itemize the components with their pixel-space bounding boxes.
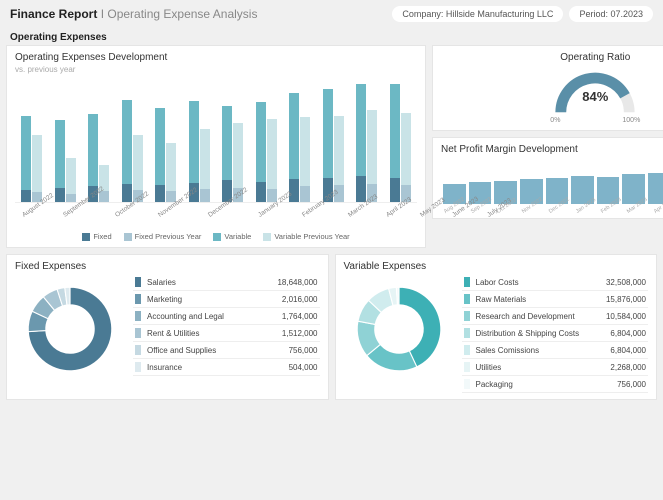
table-row: Insurance504,000: [133, 359, 320, 376]
opex-dev-xlabels: August 2022September 2022October 2022Nov…: [15, 205, 417, 212]
opex-dev-subtitle: vs. previous year: [15, 65, 417, 74]
variable-expenses-card: Variable Expenses Labor Costs32,508,000R…: [335, 254, 658, 400]
opex-dev-title: Operating Expenses Development: [15, 52, 417, 63]
net-profit-margin-title: Net Profit Margin Development: [441, 144, 663, 155]
table-row: Utilities2,268,000: [462, 359, 649, 376]
opex-dev-chart: [15, 78, 417, 203]
operating-ratio-card: Operating Ratio 84% 0% 100%: [432, 45, 663, 131]
page-title: Finance Report I Operating Expense Analy…: [10, 7, 257, 21]
table-row: Raw Materials15,876,000: [462, 291, 649, 308]
operating-ratio-title: Operating Ratio: [441, 52, 663, 63]
period-pill[interactable]: Period: 07.2023: [569, 6, 653, 22]
fixed-expenses-donut: [15, 274, 125, 384]
opex-development-card: Operating Expenses Development vs. previ…: [6, 45, 426, 248]
net-profit-xlabels: Aug 2022Sep 2022Oct 2022Nov 2022Dec 2022…: [441, 206, 663, 212]
table-row: Office and Supplies756,000: [133, 342, 320, 359]
title-strong: Finance Report: [10, 7, 97, 21]
company-pill[interactable]: Company: Hillside Manufacturing LLC: [392, 6, 563, 22]
table-row: Labor Costs32,508,000: [462, 274, 649, 291]
title-sep: I: [97, 7, 107, 21]
table-row: Distribution & Shipping Costs6,804,000: [462, 325, 649, 342]
header-filters: Company: Hillside Manufacturing LLC Peri…: [392, 6, 653, 22]
opex-dev-legend: FixedFixed Previous YearVariableVariable…: [15, 232, 417, 241]
operating-ratio-gauge: 84%: [550, 67, 640, 117]
gauge-max: 100%: [622, 117, 640, 124]
fixed-expenses-title: Fixed Expenses: [15, 261, 320, 272]
table-row: Packaging756,000: [462, 376, 649, 393]
table-row: Rent & Utilities1,512,000: [133, 325, 320, 342]
section-title: Operating Expenses: [0, 28, 663, 45]
table-row: Sales Comissions6,804,000: [462, 342, 649, 359]
gauge-min: 0%: [550, 117, 560, 124]
title-sub: Operating Expense Analysis: [107, 7, 257, 21]
table-row: Research and Development10,584,000: [462, 308, 649, 325]
variable-expenses-table: Labor Costs32,508,000Raw Materials15,876…: [462, 274, 649, 393]
table-row: Salaries18,648,000: [133, 274, 320, 291]
table-row: Accounting and Legal1,764,000: [133, 308, 320, 325]
fixed-expenses-card: Fixed Expenses Salaries18,648,000Marketi…: [6, 254, 329, 400]
variable-expenses-donut: [344, 274, 454, 384]
gauge-scale: 0% 100%: [550, 117, 640, 124]
report-header: Finance Report I Operating Expense Analy…: [0, 0, 663, 28]
fixed-expenses-table: Salaries18,648,000Marketing2,016,000Acco…: [133, 274, 320, 376]
variable-expenses-title: Variable Expenses: [344, 261, 649, 272]
operating-ratio-value: 84%: [550, 89, 640, 104]
table-row: Marketing2,016,000: [133, 291, 320, 308]
